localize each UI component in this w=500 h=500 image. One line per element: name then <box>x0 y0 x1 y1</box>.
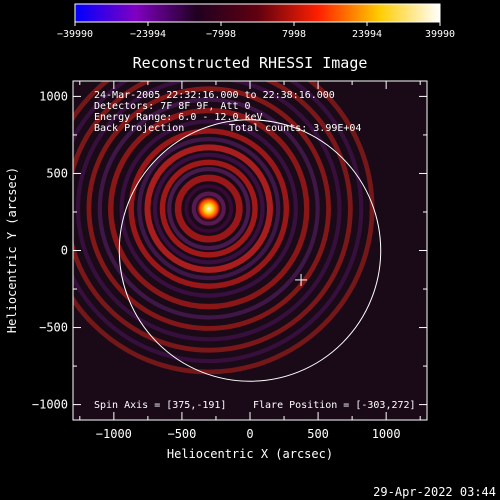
heatmap-ring <box>191 191 226 226</box>
heatmap-ring <box>152 152 265 265</box>
y-tick-label: −500 <box>39 321 68 335</box>
info-detectors: Detectors: 7F 8F 9F, Att 0 <box>94 101 251 112</box>
info-energy-range: Energy Range: 6.0 - 12.0 keV <box>94 112 263 123</box>
y-tick-label: 1000 <box>39 89 68 103</box>
y-axis-label: Heliocentric Y (arcsec) <box>5 167 19 333</box>
colorbar-ticks: −39990 −23994 −7998 7998 23994 39990 <box>57 22 455 40</box>
colorbar-strip <box>75 4 440 22</box>
heatmap-ring <box>119 119 298 298</box>
colorbar-tick-label: −7998 <box>206 29 236 40</box>
spin-axis-label: Spin Axis = [375,-191] <box>94 400 226 411</box>
x-tick-label: −500 <box>167 427 196 441</box>
heatmap-ring <box>174 174 243 243</box>
colorbar-tick-label: 7998 <box>282 29 306 40</box>
heatmap-ring <box>73 81 364 364</box>
y-tick-label: −1000 <box>32 398 68 412</box>
x-tick-label: −1000 <box>96 427 132 441</box>
spin-axis-marker <box>295 273 308 286</box>
chart-title: Reconstructed RHESSI Image <box>133 54 368 72</box>
heatmap-ring <box>97 97 320 320</box>
timestamp: 29-Apr-2022 03:44 <box>373 485 496 499</box>
solar-limb-circle <box>118 119 382 382</box>
heatmap-ring <box>144 144 274 273</box>
heatmap-ring <box>73 81 375 375</box>
heatmap-rings <box>73 81 375 375</box>
x-tick-label: 1000 <box>372 427 401 441</box>
y-tick-label: 0 <box>61 244 68 258</box>
info-block: 24-Mar-2005 22:32:16.000 to 22:38:16.000… <box>94 90 361 134</box>
heatmap-ring <box>108 107 310 310</box>
colorbar-frame <box>74 3 441 23</box>
axis-ticks: −1000 −500 0 500 1000 −1000 −500 0 500 1000 <box>32 81 427 441</box>
y-tick-label: 500 <box>46 166 68 180</box>
plot-area: −1000 −500 0 500 1000 −1000 −500 0 500 1000 <box>32 80 428 441</box>
heatmap-ring <box>86 86 331 331</box>
colorbar: −39990 −23994 −7998 7998 23994 39990 <box>57 3 455 40</box>
colorbar-tick-label: 39990 <box>425 29 455 40</box>
flare-source <box>195 195 222 222</box>
heatmap-ring <box>159 159 258 258</box>
heatmap-ring <box>184 184 234 233</box>
info-back-projection: Back Projection <box>94 123 184 134</box>
colorbar-tick-label: −39990 <box>57 29 93 40</box>
flare-position-label: Flare Position = [-303,272] <box>253 400 416 411</box>
x-axis-label: Heliocentric X (arcsec) <box>167 447 333 461</box>
x-tick-label: 0 <box>246 427 253 441</box>
colorbar-tick-label: −23994 <box>130 29 166 40</box>
heatmap-ring <box>73 81 353 353</box>
heatmap-ring <box>137 137 281 281</box>
heatmap-ring <box>128 128 290 289</box>
heatmap-ring <box>75 81 342 342</box>
colorbar-tick-label: 23994 <box>352 29 382 40</box>
x-tick-label: 500 <box>307 427 329 441</box>
info-time-range: 24-Mar-2005 22:32:16.000 to 22:38:16.000 <box>94 90 335 101</box>
heatmap-ring <box>167 167 251 251</box>
info-total-counts: Total counts: 3.99E+04 <box>229 123 361 134</box>
